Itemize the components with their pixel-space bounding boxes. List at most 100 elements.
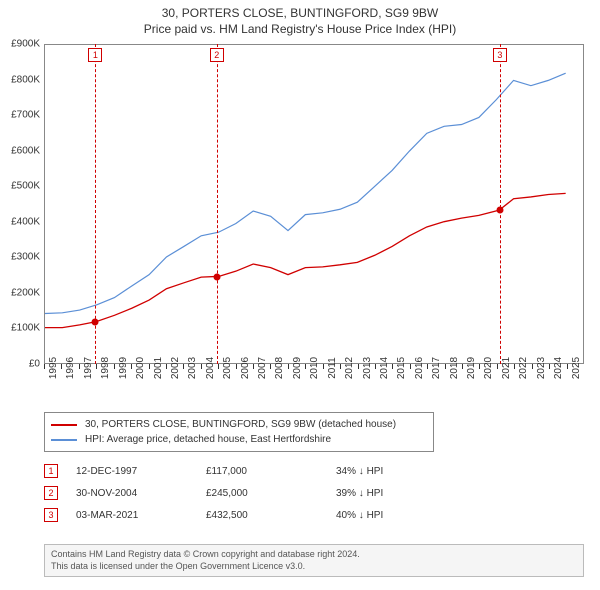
- x-tick-mark: [497, 364, 498, 369]
- plot-svg: [45, 45, 583, 363]
- x-tick-label: 2003: [187, 357, 198, 379]
- x-tick-label: 2019: [466, 357, 477, 379]
- x-tick-mark: [218, 364, 219, 369]
- x-tick-label: 1997: [83, 357, 94, 379]
- x-tick-mark: [532, 364, 533, 369]
- x-tick-label: 2018: [449, 357, 460, 379]
- legend: 30, PORTERS CLOSE, BUNTINGFORD, SG9 9BW …: [44, 412, 434, 452]
- x-tick-mark: [61, 364, 62, 369]
- x-tick-mark: [514, 364, 515, 369]
- title-line-1: 30, PORTERS CLOSE, BUNTINGFORD, SG9 9BW: [0, 6, 600, 20]
- x-tick-mark: [149, 364, 150, 369]
- x-tick-label: 2011: [327, 357, 338, 379]
- x-tick-label: 2013: [362, 357, 373, 379]
- x-tick-label: 1998: [100, 357, 111, 379]
- title-line-2: Price paid vs. HM Land Registry's House …: [0, 22, 600, 36]
- x-tick-mark: [166, 364, 167, 369]
- x-tick-mark: [114, 364, 115, 369]
- event-dot: [496, 207, 503, 214]
- x-tick-label: 1995: [48, 357, 59, 379]
- x-tick-mark: [96, 364, 97, 369]
- x-tick-label: 2004: [205, 357, 216, 379]
- event-price: £432,500: [206, 510, 336, 521]
- x-tick-label: 2006: [240, 357, 251, 379]
- events-table: 112-DEC-1997£117,00034% ↓ HPI 2 30-NOV-200…: [44, 458, 584, 536]
- y-tick-label: £500K: [11, 181, 40, 192]
- x-tick-mark: [445, 364, 446, 369]
- y-tick-label: £0: [29, 359, 40, 370]
- x-tick-mark: [288, 364, 289, 369]
- x-tick-mark: [236, 364, 237, 369]
- x-tick-label: 2012: [344, 357, 355, 379]
- x-tick-label: 2005: [222, 357, 233, 379]
- x-tick-mark: [549, 364, 550, 369]
- x-tick-label: 2020: [483, 357, 494, 379]
- x-tick-label: 2017: [431, 357, 442, 379]
- legend-swatch: [51, 439, 77, 441]
- x-tick-mark: [44, 364, 45, 369]
- x-tick-label: 1996: [65, 357, 76, 379]
- chart-container: 30, PORTERS CLOSE, BUNTINGFORD, SG9 9BW …: [0, 0, 600, 590]
- event-marker: 2: [44, 486, 58, 500]
- event-dot: [213, 273, 220, 280]
- y-tick-label: £900K: [11, 39, 40, 50]
- x-tick-mark: [131, 364, 132, 369]
- event-delta: 39% ↓ HPI: [336, 488, 383, 499]
- x-tick-mark: [392, 364, 393, 369]
- x-tick-label: 2025: [571, 357, 582, 379]
- legend-swatch: [51, 424, 77, 426]
- x-tick-mark: [427, 364, 428, 369]
- x-tick-label: 2024: [553, 357, 564, 379]
- x-tick-label: 2008: [274, 357, 285, 379]
- y-tick-label: £400K: [11, 216, 40, 227]
- event-date: 30-NOV-2004: [76, 488, 206, 499]
- x-tick-label: 1999: [118, 357, 129, 379]
- legend-label: HPI: Average price, detached house, East…: [85, 432, 331, 447]
- y-tick-label: £100K: [11, 323, 40, 334]
- attribution-footer: Contains HM Land Registry data © Crown c…: [44, 544, 584, 577]
- footer-line-2: This data is licensed under the Open Gov…: [51, 561, 577, 573]
- event-date: 12-DEC-1997: [76, 466, 206, 477]
- y-tick-label: £600K: [11, 145, 40, 156]
- x-tick-label: 2000: [135, 357, 146, 379]
- footer-line-1: Contains HM Land Registry data © Crown c…: [51, 549, 577, 561]
- x-tick-mark: [183, 364, 184, 369]
- x-tick-label: 2010: [309, 357, 320, 379]
- event-row: 303-MAR-2021£432,50040% ↓ HPI: [44, 508, 584, 522]
- event-marker-box: 1: [88, 48, 102, 62]
- x-tick-label: 2009: [292, 357, 303, 379]
- x-tick-label: 2021: [501, 357, 512, 379]
- x-tick-label: 2001: [153, 357, 164, 379]
- x-tick-mark: [358, 364, 359, 369]
- event-price: £117,000: [206, 466, 336, 477]
- event-vline: [500, 44, 501, 364]
- event-marker-box: 2: [210, 48, 224, 62]
- x-tick-label: 2023: [536, 357, 547, 379]
- x-tick-mark: [253, 364, 254, 369]
- x-tick-mark: [375, 364, 376, 369]
- event-marker-box: 3: [493, 48, 507, 62]
- x-tick-mark: [323, 364, 324, 369]
- series-line: [45, 193, 566, 327]
- y-tick-label: £300K: [11, 252, 40, 263]
- legend-label: 30, PORTERS CLOSE, BUNTINGFORD, SG9 9BW …: [85, 417, 396, 432]
- x-tick-mark: [567, 364, 568, 369]
- event-marker: 3: [44, 508, 58, 522]
- event-vline: [217, 44, 218, 364]
- y-tick-label: £700K: [11, 110, 40, 121]
- x-tick-mark: [462, 364, 463, 369]
- event-delta: 34% ↓ HPI: [336, 466, 383, 477]
- legend-row: 30, PORTERS CLOSE, BUNTINGFORD, SG9 9BW …: [51, 417, 427, 432]
- event-date: 03-MAR-2021: [76, 510, 206, 521]
- series-line: [45, 73, 566, 313]
- x-tick-label: 2002: [170, 357, 181, 379]
- x-tick-mark: [410, 364, 411, 369]
- x-tick-label: 2014: [379, 357, 390, 379]
- x-tick-mark: [270, 364, 271, 369]
- x-tick-mark: [201, 364, 202, 369]
- event-dot: [92, 319, 99, 326]
- title-block: 30, PORTERS CLOSE, BUNTINGFORD, SG9 9BW …: [0, 0, 600, 36]
- event-row: 112-DEC-1997£117,00034% ↓ HPI: [44, 464, 584, 478]
- x-tick-label: 2007: [257, 357, 268, 379]
- event-vline: [95, 44, 96, 364]
